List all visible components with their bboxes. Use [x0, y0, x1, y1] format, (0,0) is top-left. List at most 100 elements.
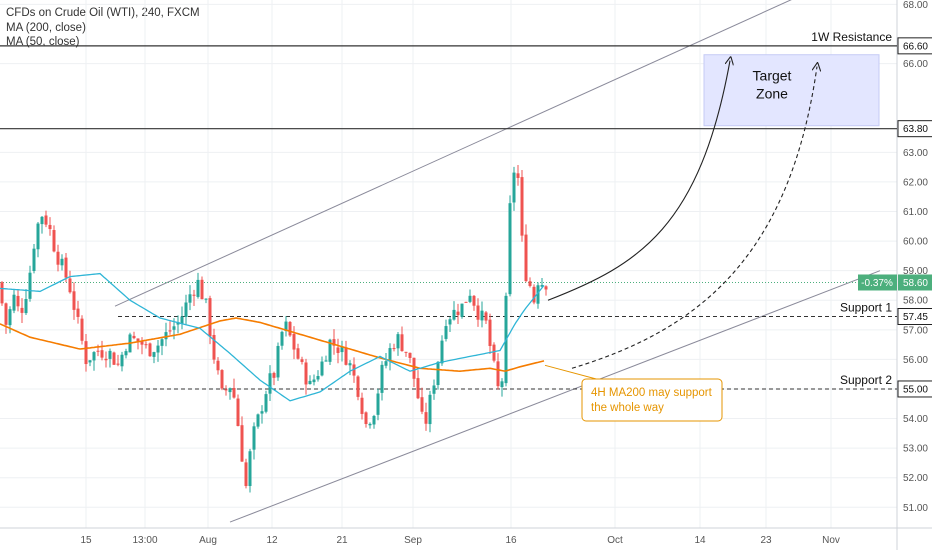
candle-body — [104, 358, 108, 361]
candle-body — [352, 364, 356, 376]
candle-body — [192, 294, 196, 296]
candle-body — [372, 415, 376, 425]
candle-body — [380, 364, 384, 393]
candle-body — [4, 303, 8, 325]
projection-arrow-solid[interactable] — [547, 61, 730, 301]
target-zone-label-line1: Target — [753, 68, 792, 84]
price-levels: 1W Resistance Support 1 Support 2 — [0, 30, 897, 390]
level-price-text: 63.80 — [903, 124, 928, 135]
candle-body — [60, 258, 64, 266]
candle-body — [444, 326, 448, 339]
price-tick-label: 59.00 — [903, 266, 928, 277]
candle-body — [92, 352, 96, 361]
candle-body — [452, 309, 456, 320]
annotation-line2: the whole way — [591, 402, 664, 414]
candle-body — [28, 272, 32, 299]
candle-body — [140, 340, 144, 345]
candle-body — [408, 352, 412, 358]
candle-body — [216, 360, 220, 371]
candle-body — [348, 363, 352, 366]
time-tick-label: Oct — [607, 535, 623, 546]
candle-body — [40, 216, 44, 225]
projection-arrows — [547, 61, 817, 369]
candle-body — [208, 298, 212, 337]
channel-upper-line[interactable] — [114, 0, 820, 307]
ma200-line[interactable] — [0, 317, 545, 373]
legend-symbol[interactable]: CFDs on Crude Oil (WTI), 240, FXCM — [6, 7, 200, 19]
price-tick-label: 58.00 — [903, 296, 928, 307]
candle-body — [508, 203, 512, 295]
price-tick-label: 53.00 — [903, 444, 928, 455]
candle-body — [88, 360, 92, 363]
candle-body — [156, 345, 160, 353]
candle-body — [16, 295, 20, 307]
chart-legend: CFDs on Crude Oil (WTI), 240, FXCM MA (2… — [6, 6, 200, 50]
candle-body — [288, 321, 292, 336]
price-tick-label: 68.00 — [903, 0, 928, 11]
time-tick-label: Nov — [822, 535, 840, 546]
legend-ma50[interactable]: MA (50, close) — [6, 36, 80, 48]
candle-body — [12, 294, 16, 311]
candle-body — [544, 286, 548, 290]
candle-body — [496, 361, 500, 387]
candle-body — [396, 334, 400, 349]
candle-body — [360, 397, 364, 414]
candle-body — [392, 348, 396, 350]
candle-body — [400, 334, 404, 352]
candle-body — [412, 357, 416, 379]
candle-body — [196, 279, 200, 297]
candle-body — [492, 344, 496, 361]
candle-body — [388, 348, 392, 362]
level-price-tag — [897, 37, 932, 55]
price-tick-label: 61.00 — [903, 207, 928, 218]
price-tick-label: 56.00 — [903, 355, 928, 366]
candle-body — [268, 373, 272, 394]
price-tick-label: 54.00 — [903, 414, 928, 425]
price-axis[interactable]: 66.60 63.80 57.45 55.00 51.00 52.00 53.00 54.00… — [858, 0, 932, 514]
candle-body — [148, 343, 152, 357]
level-price-tag — [897, 380, 932, 398]
candle-body — [404, 351, 408, 353]
candle-body — [300, 359, 304, 362]
candle-body — [96, 350, 100, 352]
legend-ma200[interactable]: MA (200, close) — [6, 21, 86, 34]
annotation-line1: 4H MA200 may support — [591, 387, 713, 399]
channel-lower-line[interactable] — [229, 270, 881, 523]
candle-body — [76, 308, 80, 317]
candle-body — [384, 361, 388, 366]
price-change-text: -0.37% — [861, 278, 893, 289]
time-axis[interactable]: 15 13:00 Aug 12 21 Sep 16 Oct 14 23 Nov — [80, 535, 839, 546]
candle-body — [520, 177, 524, 236]
candle-body — [200, 279, 204, 300]
current-price-text: 58.60 — [903, 278, 928, 289]
level-price-tag — [897, 308, 932, 326]
candle-body — [468, 295, 472, 302]
price-tick-label: 60.00 — [903, 237, 928, 248]
level-price-text: 66.60 — [903, 41, 928, 52]
candle-body — [476, 305, 480, 320]
candle-body — [72, 291, 76, 310]
candle-body — [340, 346, 344, 353]
candle-body — [328, 339, 332, 362]
candle-body — [532, 286, 536, 303]
candle-body — [456, 311, 460, 316]
candle-body — [440, 340, 444, 364]
candle-body — [220, 370, 224, 389]
projection-arrow-dashed[interactable] — [571, 67, 817, 369]
time-tick-label: 14 — [694, 535, 706, 546]
candle-body — [204, 298, 208, 300]
candle-body — [536, 285, 540, 304]
candle-body — [292, 333, 296, 350]
ma50-line[interactable] — [0, 272, 545, 402]
candle-body — [296, 348, 300, 359]
candle-body — [0, 282, 4, 304]
candle-body — [252, 426, 256, 450]
time-tick-label: 21 — [336, 535, 348, 546]
level-price-tag — [897, 120, 932, 138]
time-tick-label: 16 — [505, 535, 517, 546]
candle-body — [448, 319, 452, 325]
moving-averages — [0, 272, 545, 402]
